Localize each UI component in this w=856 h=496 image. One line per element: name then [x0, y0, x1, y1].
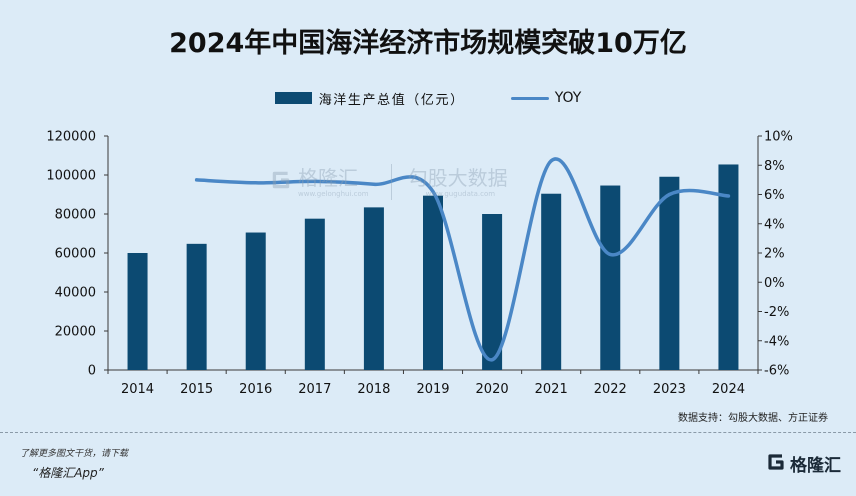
yoy-point-2023 — [667, 192, 671, 197]
bar-2021 — [541, 193, 562, 370]
x-axis-label-2014: 2014 — [121, 382, 154, 397]
x-axis-label-2023: 2023 — [653, 382, 686, 397]
axis-labels: 0 20000 40000 60000 80000 100000 120000 -6% -4% -… — [46, 130, 793, 398]
right-axis-tick-label: 10% — [764, 130, 793, 145]
bar-2016 — [245, 232, 266, 370]
x-axis-label-2015: 2015 — [180, 382, 213, 397]
x-axis-label-2024: 2024 — [712, 382, 745, 397]
left-axis-tick-label: 20000 — [55, 325, 96, 340]
bar-2017 — [304, 218, 325, 370]
x-axis-label-2020: 2020 — [476, 382, 509, 397]
footer-divider — [0, 432, 856, 433]
yoy-point-2024 — [726, 194, 731, 198]
legend: 海洋生产总值（亿元） YOY — [0, 89, 856, 108]
left-axis-tick-label: 120000 — [46, 130, 96, 145]
chart-title: 2024年中国海洋经济市场规模突破10万亿 — [169, 28, 687, 59]
footer-logo-text: 格隆汇 — [790, 456, 841, 476]
line-series-yoy — [194, 157, 731, 362]
bar-2014 — [127, 253, 148, 370]
right-axis-tick-label: 2% — [764, 247, 785, 262]
footer-app-name: “格隆汇App” — [32, 466, 104, 480]
bar-2022 — [600, 185, 621, 370]
legend-item-yoy: YOY — [510, 90, 582, 106]
left-axis-tick-label: 0 — [88, 364, 96, 379]
yoy-point-2022 — [608, 252, 612, 257]
x-axis-label-2018: 2018 — [357, 382, 390, 397]
x-axis-label-2022: 2022 — [594, 382, 627, 397]
bar-series-output — [127, 164, 739, 370]
gelonghui-logo-icon — [766, 452, 786, 476]
yoy-point-2015 — [195, 178, 199, 182]
legend-line-swatch — [510, 96, 549, 100]
legend-label-output: 海洋生产总值（亿元） — [318, 92, 465, 108]
x-axis-label-2021: 2021 — [535, 382, 568, 397]
legend-item-output: 海洋生产总值（亿元） — [274, 89, 465, 108]
bar-2020 — [482, 214, 503, 370]
right-axis-tick-label: 6% — [764, 188, 785, 203]
right-axis-tick-label: 0% — [764, 276, 785, 291]
left-axis-tick-label: 60000 — [55, 247, 96, 262]
bar-2018 — [363, 207, 384, 370]
yoy-point-2018 — [372, 182, 376, 186]
left-axis-tick-label: 40000 — [55, 286, 96, 301]
right-axis-tick-label: -6% — [764, 364, 789, 379]
right-axis-tick-label: 4% — [764, 217, 785, 232]
right-axis-tick-label: -4% — [764, 334, 789, 349]
x-axis-label-2016: 2016 — [239, 382, 272, 397]
footer-download-prompt: 了解更多图文干货，请下载 — [20, 449, 129, 459]
yoy-point-2020 — [490, 358, 494, 362]
yoy-point-2016 — [254, 181, 258, 185]
yoy-point-2017 — [313, 179, 317, 183]
bar-2019 — [423, 195, 443, 370]
legend-label-yoy: YOY — [554, 90, 582, 106]
bar-2015 — [186, 243, 207, 370]
yoy-point-2019 — [431, 189, 435, 194]
footer-logo: 格隆汇 — [766, 451, 841, 476]
bar-2023 — [659, 176, 680, 370]
left-axis-tick-label: 100000 — [46, 169, 96, 184]
x-axis-label-2019: 2019 — [416, 382, 449, 397]
left-axis-tick-label: 80000 — [55, 208, 96, 223]
right-axis-tick-label: 8% — [764, 159, 785, 174]
right-axis-tick-label: -2% — [764, 305, 789, 320]
x-axis-label-2017: 2017 — [298, 382, 331, 397]
bar-2024 — [718, 164, 739, 370]
yoy-point-2021 — [549, 159, 553, 163]
yoy-line — [194, 157, 731, 362]
legend-bar-swatch — [274, 92, 312, 104]
data-source-note: 数据支持：勾股大数据、方正证券 — [678, 413, 828, 424]
